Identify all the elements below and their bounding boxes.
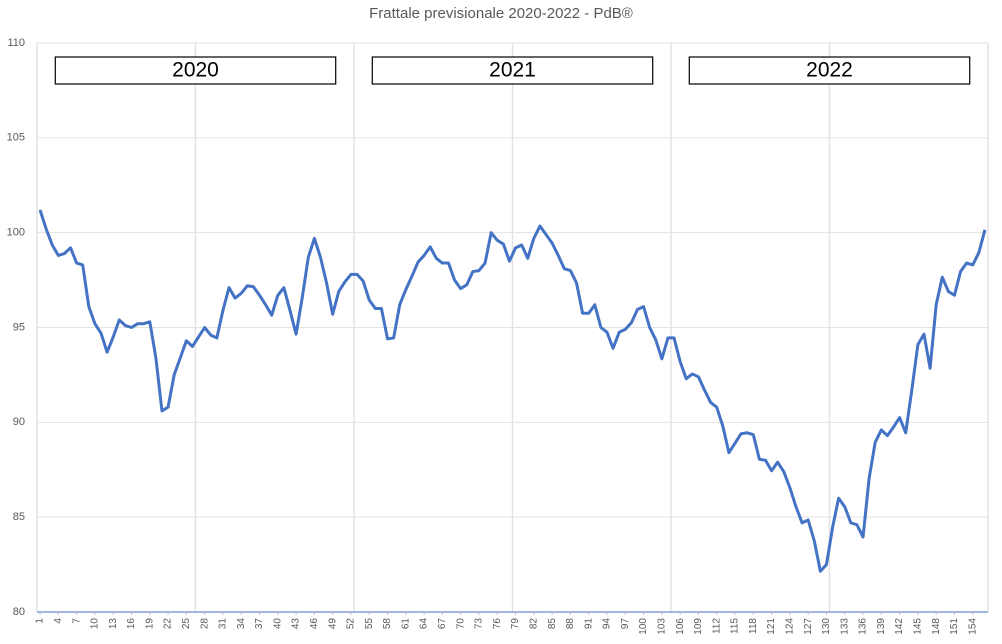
- x-tick-label: 34: [236, 618, 247, 630]
- x-tick-label: 76: [492, 618, 503, 630]
- x-tick-label: 46: [309, 618, 320, 630]
- x-tick-label: 64: [419, 618, 430, 630]
- x-tick-label: 82: [528, 618, 539, 630]
- x-tick-label: 124: [785, 618, 796, 635]
- x-tick-label: 118: [748, 618, 759, 634]
- x-tick-label: 145: [913, 618, 924, 635]
- x-tick-label: 40: [272, 618, 283, 630]
- x-tick-label: 22: [163, 618, 174, 630]
- x-tick-label: 100: [638, 618, 649, 635]
- year-label: 2022: [806, 59, 853, 82]
- y-tick-label: 110: [7, 37, 25, 49]
- x-tick-label: 127: [803, 618, 814, 635]
- y-tick-label: 100: [7, 227, 25, 239]
- x-tick-label: 85: [547, 618, 558, 630]
- x-tick-label: 148: [931, 618, 942, 635]
- x-tick-label: 52: [346, 618, 357, 630]
- x-tick-label: 154: [967, 618, 978, 635]
- year-box: [54, 56, 337, 85]
- x-tick-label: 28: [199, 618, 210, 630]
- y-tick-label: 80: [13, 606, 25, 618]
- x-tick-label: 25: [181, 618, 192, 630]
- x-tick-label: 79: [510, 618, 521, 630]
- x-tick-label: 97: [620, 618, 631, 630]
- chart-title: Frattale previsionale 2020-2022 - PdB®: [369, 5, 633, 22]
- x-tick-label: 103: [656, 618, 667, 635]
- x-tick-label: 55: [364, 618, 375, 630]
- line: [38, 209, 987, 573]
- x-tick-label: 130: [821, 618, 832, 635]
- x-tick-label: 91: [583, 618, 594, 630]
- x-tick-label: 37: [254, 618, 265, 630]
- x-tick-label: 49: [327, 618, 338, 630]
- x-tick-label: 88: [565, 618, 576, 630]
- x-tick-label: 142: [894, 618, 905, 635]
- y-tick-label: 90: [13, 416, 25, 428]
- y-tick-label: 95: [13, 321, 25, 333]
- y-tick-label: 85: [13, 511, 25, 523]
- x-tick-label: 139: [876, 618, 887, 635]
- x-tick-label: 70: [455, 618, 466, 630]
- x-tick-label: 151: [949, 618, 960, 635]
- x-tick-label: 1: [35, 618, 46, 624]
- x-tick-label: 58: [382, 618, 393, 630]
- x-tick-label: 133: [839, 618, 850, 635]
- x-tick-label: 112: [711, 618, 722, 634]
- x-tick-label: 7: [71, 618, 82, 624]
- x-tick-label: 16: [126, 618, 137, 630]
- x-tick-label: 73: [474, 618, 485, 630]
- x-tick-label: 94: [602, 618, 613, 630]
- x-tick-label: 19: [144, 618, 155, 630]
- x-tick-label: 4: [53, 618, 64, 624]
- x-tick-label: 109: [693, 618, 704, 635]
- year-box: [688, 56, 971, 85]
- x-tick-label: 115: [730, 618, 741, 634]
- y-tick-label: 105: [7, 132, 25, 144]
- x-tick-label: 106: [675, 618, 686, 635]
- x-tick-label: 136: [858, 618, 869, 635]
- year-label: 2020: [172, 59, 219, 82]
- year-label: 2021: [489, 59, 536, 82]
- year-box: [371, 56, 654, 85]
- x-tick-label: 31: [218, 618, 229, 630]
- x-tick-label: 43: [291, 618, 302, 630]
- x-tick-label: 10: [90, 618, 101, 630]
- x-tick-label: 67: [437, 618, 448, 630]
- x-tick-label: 13: [108, 618, 119, 630]
- x-tick-label: 61: [400, 618, 411, 630]
- x-tick-label: 121: [766, 618, 777, 635]
